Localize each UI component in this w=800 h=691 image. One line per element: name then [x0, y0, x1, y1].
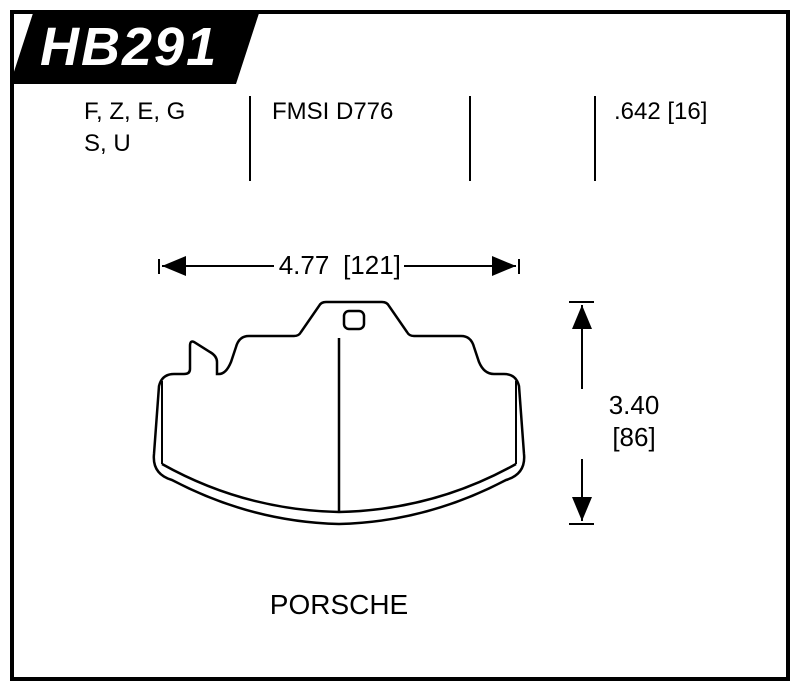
- width-mm: [121]: [343, 250, 401, 280]
- width-dimension: 4.77 [121]: [159, 250, 519, 280]
- height-inches: 3.40: [609, 390, 660, 420]
- compounds-line2: S, U: [84, 130, 131, 157]
- brake-pad-shape: [154, 302, 524, 524]
- fmsi-code: FMSI D776: [272, 96, 393, 128]
- thickness-value: .642 [16]: [614, 96, 707, 128]
- separator-1: [249, 96, 251, 181]
- brand-label: PORSCHE: [270, 589, 408, 620]
- brake-pad-diagram: 4.77 [121] 3.40 [86] PORSCHE: [14, 214, 786, 684]
- height-mm: [86]: [612, 422, 655, 452]
- title-box: HB291: [10, 10, 260, 84]
- separator-3: [594, 96, 596, 181]
- diagram-frame: HB291 F, Z, E, G S, U FMSI D776 .642 [16…: [10, 10, 790, 681]
- compounds-list: F, Z, E, G S, U: [84, 96, 185, 161]
- width-inches: 4.77: [279, 250, 330, 280]
- separator-2: [469, 96, 471, 181]
- part-number: HB291: [40, 16, 218, 78]
- compounds-line1: F, Z, E, G: [84, 98, 185, 125]
- info-row: F, Z, E, G S, U FMSI D776 .642 [16]: [14, 96, 786, 186]
- height-dimension: 3.40 [86]: [569, 302, 659, 524]
